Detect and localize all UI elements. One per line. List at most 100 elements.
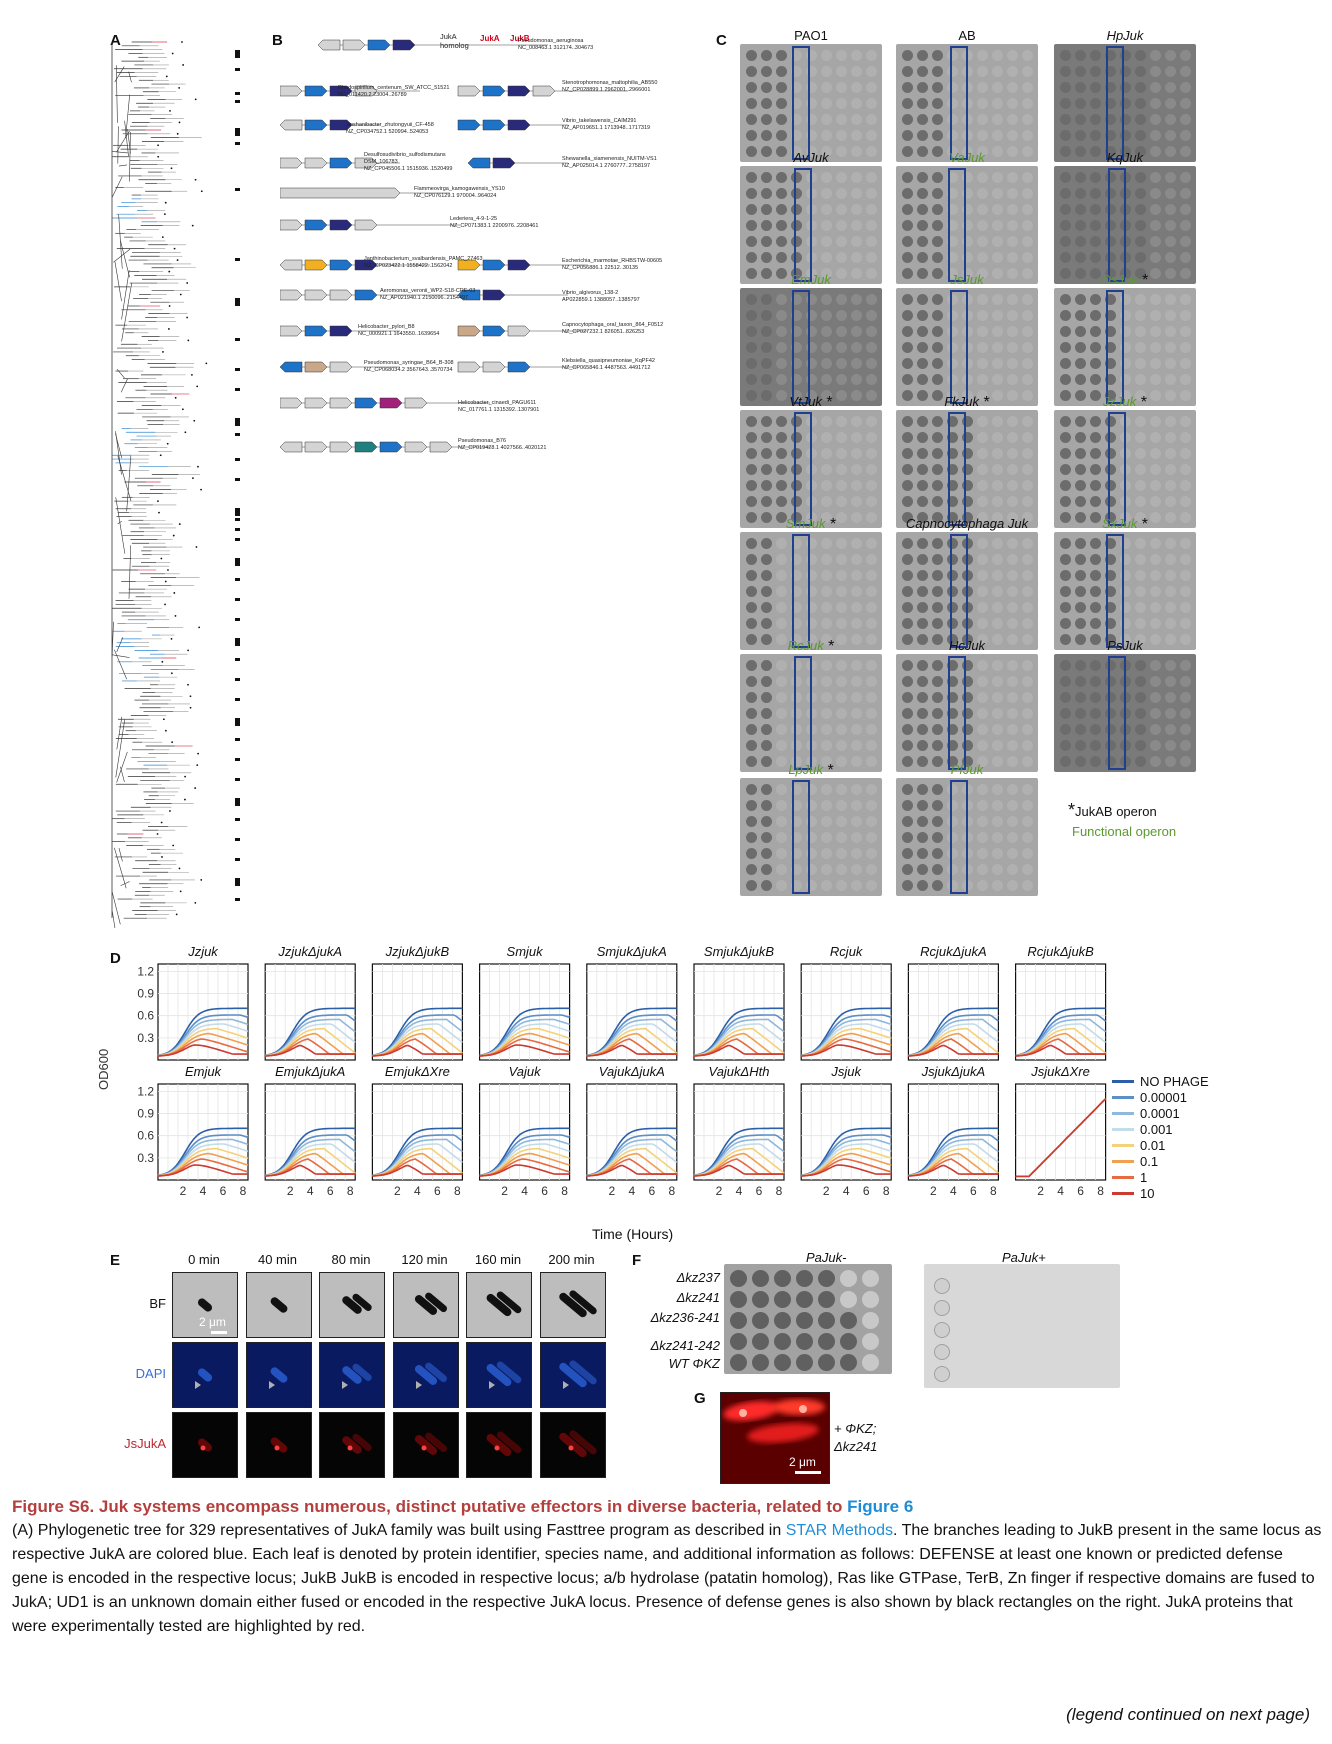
growth-curve — [586, 1044, 677, 1057]
plate-spot — [866, 800, 877, 811]
operon-name-15: Pseudomonas_syringae_B64_B-308 NZ_CP0680… — [364, 360, 454, 373]
plate-spot — [1090, 554, 1101, 565]
plate-spot — [1120, 130, 1131, 141]
plate-spot — [851, 374, 862, 385]
e-scale-bar — [211, 1331, 227, 1334]
caption-figure-link[interactable]: Figure 6 — [847, 1497, 914, 1516]
plate-spot — [1060, 326, 1071, 337]
plate-spot — [746, 586, 757, 597]
plate-spot — [776, 480, 787, 491]
plate-spot — [992, 342, 1003, 353]
plate-spot — [806, 66, 817, 77]
plate-spot — [947, 554, 958, 565]
plate-spot — [1022, 864, 1033, 875]
plate-spot — [947, 864, 958, 875]
plate-spot — [866, 358, 877, 369]
plate-spot — [1165, 220, 1176, 231]
x-tick-label: 2 — [501, 1184, 508, 1198]
plate-spot — [977, 220, 988, 231]
plate-label-text: SmJuk — [785, 516, 826, 531]
operon-name-2: Stenotrophomonas_maltophilia_AB550 NZ_CP… — [562, 80, 658, 93]
plate-spot — [791, 252, 802, 263]
plate-spot — [1180, 538, 1191, 549]
plate-spot — [836, 496, 847, 507]
dilution-highlight-box — [950, 290, 968, 404]
plate-spot — [1090, 390, 1101, 401]
plate-spot — [851, 342, 862, 353]
x-tick-label: 6 — [970, 1184, 977, 1198]
plate-17 — [1054, 654, 1196, 772]
plate-spot — [866, 342, 877, 353]
plate-spot — [947, 512, 958, 523]
plate-spot — [947, 252, 958, 263]
growth-curve — [265, 1044, 356, 1057]
cell-image — [486, 1361, 522, 1389]
plate-spot — [821, 660, 832, 671]
panel-label-d: D — [110, 950, 121, 967]
plate-spot — [1075, 618, 1086, 629]
plate-spot — [761, 448, 772, 459]
plate-spot — [917, 708, 928, 719]
plate-spot — [752, 1354, 769, 1371]
legend-entry-0: NO PHAGE — [1112, 1074, 1209, 1089]
operon-name-13: Helicobacter_pylori_B8 NC_000921.1 16435… — [358, 324, 440, 337]
growth-panel-title-9: Emjuk — [184, 1064, 222, 1079]
dilution-highlight-box — [1108, 412, 1126, 526]
plate-spot — [902, 708, 913, 719]
plate-spot — [761, 692, 772, 703]
plate-spot — [1105, 740, 1116, 751]
growth-curve — [1015, 1098, 1107, 1178]
plate-spot — [1075, 676, 1086, 687]
plate-spot — [992, 480, 1003, 491]
plate-spot — [932, 268, 943, 279]
plate-spot — [806, 358, 817, 369]
plate-spot — [992, 390, 1003, 401]
plate-spot — [821, 676, 832, 687]
plate-spot — [1090, 724, 1101, 735]
plate-spot — [851, 676, 862, 687]
plate-spot — [947, 374, 958, 385]
dilution-highlight-box — [794, 168, 812, 282]
plate-spot — [776, 172, 787, 183]
plate-spot — [821, 634, 832, 645]
plate-spot — [791, 832, 802, 843]
plate-spot — [1007, 172, 1018, 183]
plate-spot — [791, 480, 802, 491]
plate-label-3: AvJuk — [740, 150, 882, 165]
plate-spot — [821, 448, 832, 459]
plate-spot — [1022, 220, 1033, 231]
legend-label: 0.1 — [1140, 1154, 1159, 1169]
x-tick-label: 4 — [200, 1184, 207, 1198]
plate-spot — [1135, 342, 1146, 353]
plate-spot — [1180, 98, 1191, 109]
plate-spot — [917, 130, 928, 141]
plate-label-2: HpJuk — [1054, 28, 1196, 43]
plate-spot — [1022, 82, 1033, 93]
growth-curve — [586, 1127, 677, 1177]
plate-label-17: PsJuk — [1054, 638, 1196, 653]
plate-spot — [977, 294, 988, 305]
plate-spot — [1150, 130, 1161, 141]
plate-spot — [1022, 660, 1033, 671]
plate-spot — [1075, 432, 1086, 443]
plate-spot — [866, 660, 877, 671]
x-tick-label: 8 — [883, 1184, 890, 1198]
plate-spot — [752, 1291, 769, 1308]
plate-spot — [917, 602, 928, 613]
plate-spot — [776, 130, 787, 141]
plate-spot — [992, 98, 1003, 109]
plate-spot — [866, 220, 877, 231]
plate-spot — [1022, 740, 1033, 751]
plate-spot — [1105, 50, 1116, 61]
plate-9 — [740, 410, 882, 528]
plate-spot — [1022, 708, 1033, 719]
plate-spot — [977, 634, 988, 645]
plate-spot — [947, 692, 958, 703]
caption-methods-link[interactable]: STAR Methods — [785, 1522, 893, 1539]
plate-spot — [1105, 432, 1116, 443]
plate-spot — [746, 172, 757, 183]
plate-spot — [1007, 50, 1018, 61]
phylogenetic-tree — [111, 41, 208, 928]
growth-panel-title-17: JsjukΔXre — [1031, 1064, 1090, 1079]
plate-spot — [836, 692, 847, 703]
